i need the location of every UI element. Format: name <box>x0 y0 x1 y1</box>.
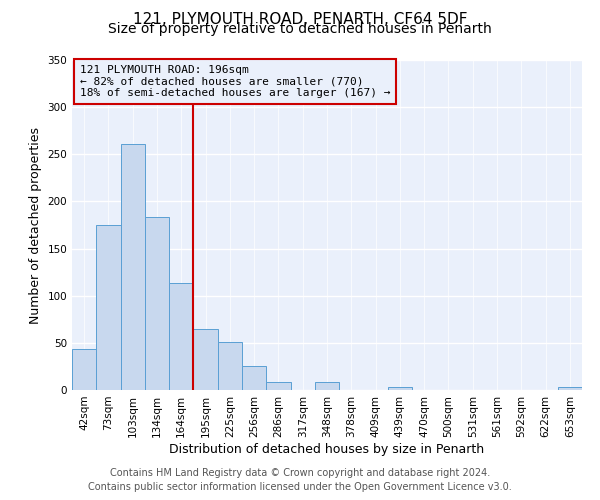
Text: 121 PLYMOUTH ROAD: 196sqm
← 82% of detached houses are smaller (770)
18% of semi: 121 PLYMOUTH ROAD: 196sqm ← 82% of detac… <box>80 65 390 98</box>
Bar <box>315 382 339 390</box>
X-axis label: Distribution of detached houses by size in Penarth: Distribution of detached houses by size … <box>169 442 485 456</box>
Bar <box>266 382 290 390</box>
Bar <box>242 366 266 390</box>
Bar <box>169 282 193 390</box>
Bar <box>218 342 242 390</box>
Y-axis label: Number of detached properties: Number of detached properties <box>29 126 42 324</box>
Bar <box>388 387 412 390</box>
Bar <box>96 225 121 390</box>
Bar <box>193 328 218 390</box>
Bar <box>72 348 96 390</box>
Bar <box>121 144 145 390</box>
Text: 121, PLYMOUTH ROAD, PENARTH, CF64 5DF: 121, PLYMOUTH ROAD, PENARTH, CF64 5DF <box>133 12 467 28</box>
Bar <box>145 216 169 390</box>
Bar <box>558 387 582 390</box>
Text: Contains HM Land Registry data © Crown copyright and database right 2024.
Contai: Contains HM Land Registry data © Crown c… <box>88 468 512 492</box>
Text: Size of property relative to detached houses in Penarth: Size of property relative to detached ho… <box>108 22 492 36</box>
